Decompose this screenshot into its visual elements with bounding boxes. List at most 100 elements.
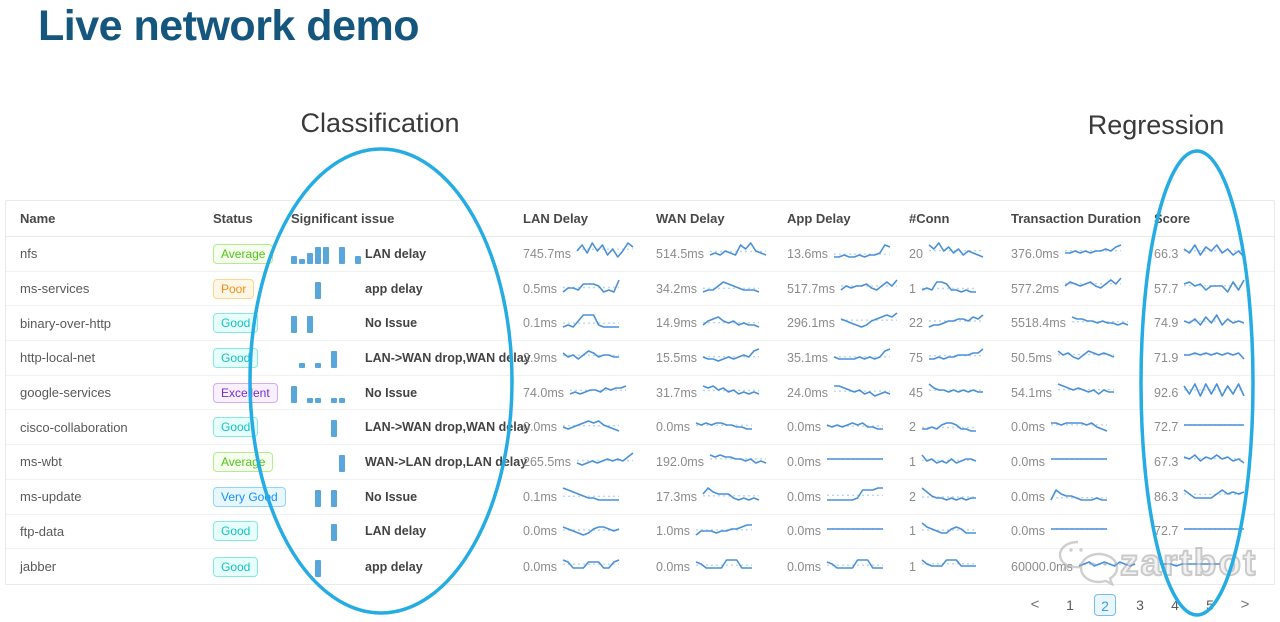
table-row[interactable]: nfs Average LAN delay 745.7ms 514.5ms 13… [6, 237, 1274, 272]
feature-importance-bars-chart [291, 279, 365, 299]
service-name: ms-update [20, 489, 82, 505]
score-sparkline [1183, 239, 1245, 268]
pagination: <1 2 3 4 5 > [1024, 594, 1256, 616]
wan-delay-sparkline [702, 378, 760, 407]
wan-delay-sparkline [702, 274, 760, 303]
pagination-page-5[interactable]: 5 [1206, 597, 1214, 613]
feature-importance-bars-chart [291, 417, 365, 438]
lan-delay-sparkline [576, 239, 634, 268]
conn-cell: 20 [909, 239, 1011, 268]
feature-importance-bars-chart [291, 521, 365, 542]
status-badge: Good [213, 313, 259, 334]
wan-delay-sparkline [702, 309, 760, 338]
status-badge: Good [213, 521, 259, 542]
app-delay-cell: 0.0ms [787, 552, 909, 581]
app-delay-sparkline [826, 447, 884, 476]
status-cell: Average [213, 243, 291, 264]
app-delay-sparkline [826, 482, 884, 511]
transaction-duration-sparkline [1057, 378, 1115, 407]
transaction-duration-cell: 0.0ms [1011, 447, 1154, 476]
service-name: google-services [20, 385, 112, 401]
page-title: Live network demo [38, 2, 419, 50]
status-badge: Good [213, 556, 259, 577]
transaction-duration-sparkline [1064, 239, 1122, 268]
lan-delay-cell: 2.9ms [523, 343, 656, 372]
table-row[interactable]: binary-over-http Good No Issue 0.1ms 14.… [6, 306, 1274, 342]
table-row[interactable]: ms-wbt Average WAN->LAN drop,LAN delay 2… [6, 445, 1274, 480]
status-cell: Good [213, 556, 291, 577]
issue-label: No Issue [365, 385, 418, 400]
significant-issue-cell: app delay [291, 279, 523, 299]
wan-delay-sparkline [702, 343, 760, 372]
table-row[interactable]: jabber Good app delay 0.0ms 0.0ms 0.0ms … [6, 549, 1274, 584]
table-row[interactable]: http-local-net Good LAN->WAN drop,WAN de… [6, 341, 1274, 376]
lan-delay-sparkline [562, 517, 620, 546]
transaction-duration-cell: 54.1ms [1011, 378, 1154, 407]
feature-importance-bars-chart [291, 244, 365, 264]
conn-sparkline [921, 413, 977, 442]
lan-delay-sparkline [562, 274, 620, 303]
significant-issue-cell: LAN delay [291, 521, 523, 542]
app-delay-cell: 517.7ms [787, 274, 909, 303]
pagination-page-3[interactable]: 3 [1136, 597, 1144, 613]
table-row[interactable]: ms-update Very Good No Issue 0.1ms 17.3m… [6, 480, 1274, 515]
pagination-page-1[interactable]: 1 [1066, 597, 1074, 613]
feature-importance-bars-chart [291, 557, 365, 577]
score-cell: 66.3 [1154, 239, 1274, 268]
app-delay-cell: 0.0ms [787, 413, 909, 442]
score-cell: 86.3 [1154, 482, 1274, 511]
score-sparkline [1183, 343, 1245, 372]
table-body: nfs Average LAN delay 745.7ms 514.5ms 13… [6, 237, 1274, 584]
score-sparkline [1183, 413, 1245, 442]
issue-label: LAN delay [365, 524, 427, 539]
lan-delay-cell: 0.1ms [523, 309, 656, 338]
table-row[interactable]: ftp-data Good LAN delay 0.0ms 1.0ms 0.0m… [6, 515, 1274, 550]
conn-cell: 75 [909, 343, 1011, 372]
significant-issue-cell: LAN->WAN drop,WAN delay [291, 348, 531, 368]
service-name: ms-wbt [20, 454, 62, 470]
score-cell: 57.7 [1154, 274, 1274, 303]
status-badge: Excellent [213, 382, 278, 403]
lan-delay-sparkline [562, 343, 620, 372]
conn-sparkline [921, 447, 977, 476]
score-cell: 71.9 [1154, 343, 1274, 372]
status-badge: Poor [213, 278, 255, 299]
conn-sparkline [921, 274, 977, 303]
column-header: Name [20, 211, 56, 226]
table-row[interactable]: cisco-collaboration Good LAN->WAN drop,W… [6, 410, 1274, 446]
wan-delay-cell: 14.9ms [656, 309, 787, 338]
issue-label: LAN->WAN drop,WAN delay [365, 350, 531, 365]
score-cell [1154, 552, 1274, 581]
lan-delay-sparkline [569, 378, 627, 407]
pagination-page-2[interactable]: 2 [1094, 594, 1116, 616]
pagination-page-4[interactable]: 4 [1171, 597, 1179, 613]
status-cell: Good [213, 417, 291, 438]
lan-delay-sparkline [576, 447, 634, 476]
pagination-prev-button[interactable]: < [1030, 596, 1040, 613]
lan-delay-sparkline [562, 552, 620, 581]
feature-importance-bars-chart [291, 348, 365, 368]
conn-cell: 2 [909, 413, 1011, 442]
conn-cell: 2 [909, 482, 1011, 511]
score-cell: 72.7 [1154, 517, 1274, 546]
app-delay-sparkline [826, 552, 884, 581]
column-header: #Conn [909, 211, 950, 226]
table-row[interactable]: ms-services Poor app delay 0.5ms 34.2ms … [6, 272, 1274, 307]
lan-delay-cell: 74.0ms [523, 378, 656, 407]
app-delay-cell: 0.0ms [787, 517, 909, 546]
wan-delay-sparkline [695, 517, 753, 546]
service-name: ftp-data [20, 523, 65, 539]
transaction-duration-cell: 376.0ms [1011, 239, 1154, 268]
transaction-duration-sparkline [1050, 413, 1108, 442]
pagination-next-button[interactable]: > [1240, 596, 1250, 613]
table-row[interactable]: google-services Excellent No Issue 74.0m… [6, 376, 1274, 411]
score-sparkline [1183, 378, 1246, 407]
score-sparkline [1183, 447, 1245, 476]
score-cell: 74.9 [1154, 309, 1274, 338]
transaction-duration-sparkline [1064, 274, 1122, 303]
wan-delay-cell: 514.5ms [656, 239, 787, 268]
issue-label: No Issue [365, 316, 418, 331]
column-header: WAN Delay [656, 211, 725, 226]
transaction-duration-cell: 577.2ms [1011, 274, 1154, 303]
app-delay-cell: 13.6ms [787, 239, 909, 268]
